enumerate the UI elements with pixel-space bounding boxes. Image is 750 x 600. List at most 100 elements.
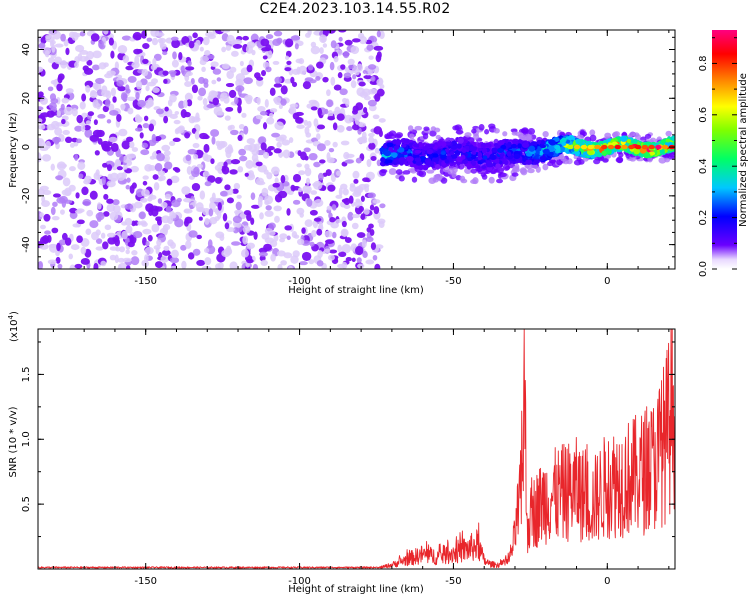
spectrogram-cell	[245, 44, 253, 54]
spectrogram-plot-frame	[37, 29, 676, 270]
spectrogram-cell	[294, 43, 299, 50]
spectrogram-cell	[510, 128, 518, 133]
spectrogram-cell	[153, 53, 162, 61]
spectrogram-cell	[173, 119, 181, 125]
spectrogram-cell	[140, 197, 148, 203]
spectrogram-cell	[477, 151, 483, 158]
spectrogram-cell	[542, 148, 550, 155]
spectrogram-cell	[367, 99, 377, 107]
spectrogram-cell	[57, 263, 63, 269]
spectrogram-cell	[47, 86, 54, 92]
spectrogram-cell	[373, 126, 383, 135]
snr-chart: -150 -100 -50 0 0.5 1.0 1.5 Height of straight…	[7, 311, 676, 595]
spectrogram-cell	[246, 138, 256, 145]
chart-title: C2E4.2023.103.14.55.R02	[259, 1, 451, 17]
spectrogram-cell	[273, 205, 282, 212]
spectrogram-cell	[108, 103, 115, 112]
spectrogram-cell	[498, 172, 507, 178]
spectrogram-cell	[144, 254, 149, 263]
spectrogram-cell	[542, 163, 549, 171]
spectrogram-cell	[274, 76, 282, 84]
spectrogram-cell	[61, 97, 69, 104]
spectrogram-cell	[269, 108, 278, 113]
spectrogram-cell	[277, 190, 288, 199]
spectrogram-cell	[344, 114, 353, 124]
spectrogram-cell	[148, 123, 154, 132]
spectrogram-cell	[103, 30, 109, 35]
spectrogram-cell	[450, 144, 458, 150]
spectrogram-cell	[132, 31, 142, 41]
spectrogram-y-tick-label: 40	[21, 43, 32, 56]
spectrogram-cell	[201, 265, 212, 269]
spectrogram-cell	[75, 192, 80, 199]
spectrogram-cell	[643, 152, 651, 159]
spectrogram-peak-cell	[567, 144, 574, 150]
spectrogram-cell	[260, 38, 270, 47]
spectrogram-cell	[170, 249, 179, 259]
spectrogram-peak-cell	[634, 144, 642, 150]
spectrogram-cell	[215, 263, 222, 269]
spectrogram-cell	[449, 151, 455, 156]
spectrogram-cell	[214, 216, 220, 222]
spectrogram-cell	[346, 126, 353, 132]
spectrogram-cell	[43, 213, 51, 222]
spectrogram-cell	[109, 254, 117, 261]
spectrogram-cell	[503, 159, 509, 165]
spectrogram-cell	[181, 186, 191, 195]
spectrogram-cell	[354, 69, 360, 76]
spectrogram-cell	[342, 50, 350, 59]
snr-plot-frame	[37, 328, 676, 570]
spectrogram-cell	[264, 99, 269, 108]
snr-y-axis-label: SNR (10 * v/v)	[8, 406, 19, 477]
spectrogram-cell	[50, 206, 56, 216]
spectrogram-cell	[38, 66, 44, 72]
spectrogram-cell	[86, 59, 93, 66]
spectrogram-cell	[520, 128, 529, 134]
spectrogram-cell	[306, 198, 313, 207]
spectrogram-cell	[85, 84, 91, 93]
spectrogram-cell	[220, 30, 231, 33]
spectrogram-cell	[345, 153, 355, 158]
spectrogram-cell	[183, 111, 191, 118]
spectrogram-cell	[238, 148, 247, 156]
spectrogram-cell	[329, 249, 338, 254]
spectrogram-cell	[302, 185, 312, 194]
spectrogram-cell	[227, 188, 234, 196]
spectrogram-cell	[122, 165, 128, 170]
spectrogram-cell	[292, 199, 301, 205]
spectrogram-cell	[75, 44, 85, 53]
spectrogram-cell	[85, 120, 92, 125]
spectrogram-cell	[308, 152, 318, 161]
spectrogram-cell	[216, 111, 225, 116]
spectrogram-cell	[40, 224, 46, 230]
spectrogram-cell	[98, 40, 104, 49]
spectrogram-cell	[267, 230, 276, 236]
spectrogram-cell	[368, 136, 375, 144]
spectrogram-cell	[98, 62, 107, 70]
spectrogram-cell	[296, 124, 305, 129]
spectrogram-cell	[348, 64, 354, 70]
spectrogram-cell	[106, 232, 116, 238]
spectrogram-cell	[302, 81, 312, 90]
spectrogram-cell	[407, 125, 414, 132]
spectrogram-cell	[427, 143, 435, 148]
spectrogram-cell	[124, 203, 134, 210]
spectrogram-cell	[117, 263, 122, 269]
spectrogram-cell	[125, 249, 130, 255]
spectrogram-cell	[356, 87, 365, 97]
spectrogram-cell	[273, 83, 283, 88]
spectrogram-cell	[450, 153, 458, 159]
spectrogram-cell	[121, 172, 127, 179]
spectrogram-cell	[62, 129, 70, 135]
spectrogram-cell	[340, 183, 348, 190]
spectrogram-cell	[84, 128, 93, 138]
spectrogram-cell	[74, 125, 83, 132]
spectrogram-cell	[626, 139, 632, 144]
spectrogram-cell	[280, 174, 286, 184]
spectrogram-cell	[103, 145, 111, 152]
spectrogram-cell	[358, 205, 364, 213]
spectrogram-cell	[337, 72, 343, 79]
spectrogram-cell	[340, 140, 350, 146]
spectrogram-cell	[50, 163, 55, 171]
spectrogram-cell	[511, 139, 518, 145]
